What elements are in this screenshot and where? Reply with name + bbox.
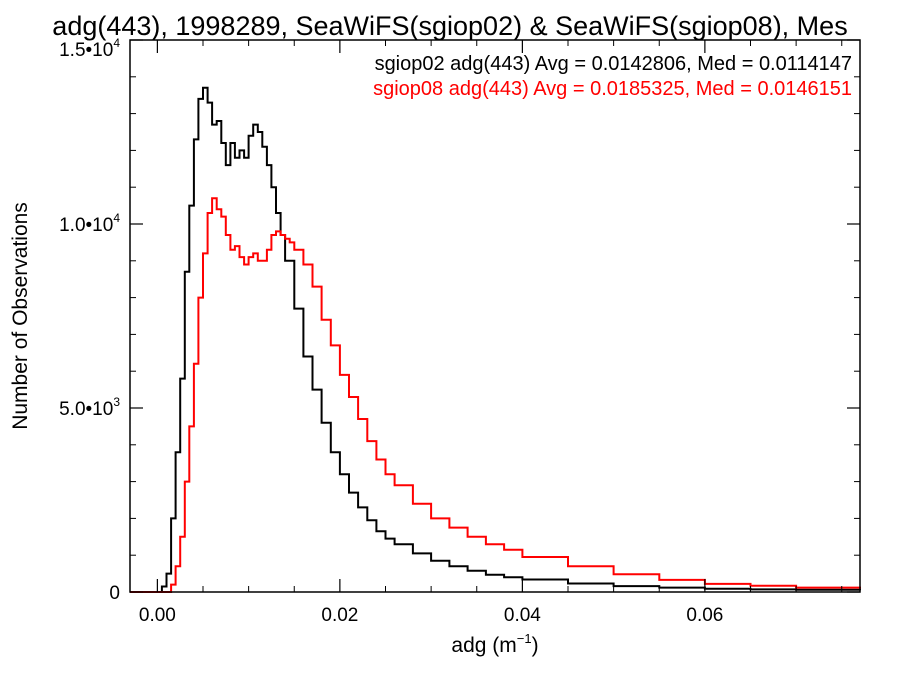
y-tick-label-0: 0: [109, 583, 120, 604]
y-tick-label-3: 1.5•104: [59, 36, 120, 61]
x-tick-label-0: 0.00: [139, 605, 176, 626]
x-tick-label-1: 0.02: [321, 605, 358, 626]
series-layer: [130, 86, 861, 593]
y-tick-label-1: 5.0•103: [59, 395, 120, 420]
legend-entry-sgiop02: sgiop02 adg(443) Avg = 0.0142806, Med = …: [375, 53, 852, 75]
x-axis-label: adg (m−1): [451, 631, 538, 657]
plot-frame: [129, 39, 861, 593]
y-tick-labels: 0 5.0•103 1.0•104 1.5•104: [59, 36, 120, 604]
legend-entry-sgiop08: sgiop08 adg(443) Avg = 0.0185325, Med = …: [373, 78, 852, 100]
x-axis-label-close: ): [532, 634, 539, 657]
series-line-sgiop02: [130, 86, 861, 593]
x-axis-label-text: adg (m: [451, 634, 516, 657]
y-axis-label: Number of Observations: [9, 202, 32, 430]
chart-title: adg(443), 1998289, SeaWiFS(sgiop02) & Se…: [52, 11, 847, 41]
legend: sgiop02 adg(443) Avg = 0.0142806, Med = …: [373, 53, 852, 100]
x-axis-label-exponent: −1: [517, 631, 532, 646]
x-tick-label-2: 0.04: [504, 605, 541, 626]
series-line-sgiop08: [130, 197, 861, 593]
x-tick-labels: 0.00 0.02 0.04 0.06: [139, 605, 723, 626]
x-tick-label-3: 0.06: [686, 605, 723, 626]
y-tick-label-2: 1.0•104: [59, 211, 120, 236]
ticks-layer: [130, 39, 860, 593]
